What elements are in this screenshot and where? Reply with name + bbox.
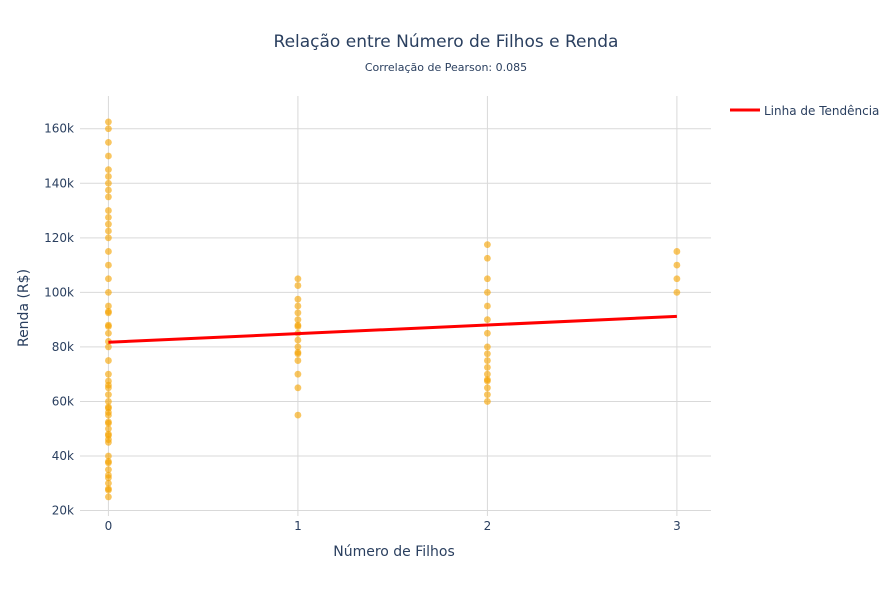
- data-point: [294, 357, 302, 364]
- data-point: [294, 275, 302, 283]
- data-point: [484, 398, 491, 405]
- data-point: [105, 166, 112, 174]
- data-point: [105, 343, 112, 351]
- data-point: [105, 288, 112, 296]
- data-point: [484, 302, 491, 310]
- chart-subtitle: Correlação de Pearson: 0.085: [365, 61, 527, 74]
- data-point: [294, 316, 302, 324]
- data-point: [294, 321, 302, 329]
- data-point: [105, 207, 112, 214]
- data-point: [294, 282, 302, 289]
- data-point: [105, 321, 112, 329]
- x-tick-label: 3: [673, 519, 681, 533]
- y-tick-label: 100k: [44, 285, 74, 299]
- data-point: [484, 316, 491, 324]
- data-point: [294, 302, 302, 310]
- y-tick-label: 80k: [52, 340, 74, 354]
- data-point: [484, 254, 491, 262]
- data-point: [105, 213, 112, 221]
- y-tick-label: 160k: [44, 122, 74, 136]
- data-point: [105, 302, 112, 310]
- data-point: [484, 288, 491, 296]
- data-point: [484, 350, 491, 358]
- data-point: [105, 118, 112, 126]
- trend-line: [108, 314, 677, 344]
- data-point: [105, 403, 112, 411]
- data-point: [484, 343, 491, 351]
- x-tick-label: 0: [105, 519, 113, 533]
- y-tick-label: 60k: [52, 394, 74, 408]
- data-point: [673, 261, 681, 269]
- data-point: [294, 348, 302, 356]
- data-point: [105, 430, 112, 438]
- data-point: [484, 241, 491, 249]
- data-point: [105, 458, 112, 465]
- data-point: [105, 138, 112, 146]
- data-point: [484, 357, 491, 364]
- data-point: [673, 248, 681, 255]
- data-point: [105, 357, 112, 364]
- chart-title: Relação entre Número de Filhos e Renda: [274, 32, 619, 52]
- data-point: [105, 261, 112, 269]
- tick-labels: 20k 40k 60k 80k 100k 120k 140k 160k 0 1 2 3: [44, 122, 681, 533]
- data-point: [484, 391, 491, 399]
- data-point: [105, 398, 112, 405]
- legend-label-trend: Linha de Tendência: [764, 104, 879, 118]
- data-point: [105, 220, 112, 228]
- data-point: [105, 479, 112, 487]
- data-point: [294, 309, 302, 317]
- data-point: [105, 485, 112, 493]
- data-point: [105, 377, 112, 385]
- data-point: [294, 370, 302, 378]
- data-point: [105, 179, 112, 187]
- data-point: [105, 391, 112, 399]
- data-point: [484, 363, 491, 371]
- data-point: [484, 376, 491, 384]
- data-point: [294, 336, 302, 344]
- data-point: [105, 173, 112, 180]
- data-point: [673, 288, 681, 296]
- y-tick-label: 20k: [52, 504, 74, 518]
- data-points: [105, 118, 681, 501]
- data-point: [105, 152, 112, 160]
- data-point: [105, 234, 112, 242]
- data-point: [105, 425, 112, 433]
- grid: [80, 96, 711, 516]
- x-tick-label: 1: [294, 519, 302, 533]
- data-point: [294, 343, 302, 351]
- data-point: [105, 275, 112, 283]
- data-point: [105, 370, 112, 378]
- data-point: [484, 370, 491, 378]
- data-point: [105, 193, 112, 201]
- data-point: [105, 466, 112, 474]
- x-tick-label: 2: [484, 519, 492, 533]
- data-point: [105, 125, 112, 133]
- data-point: [105, 186, 112, 194]
- data-point: [294, 411, 302, 419]
- legend[interactable]: Linha de Tendência: [730, 104, 879, 118]
- data-point: [105, 452, 112, 460]
- x-axis-title: Número de Filhos: [333, 544, 455, 560]
- y-tick-label: 120k: [44, 231, 74, 245]
- data-point: [484, 384, 491, 392]
- data-point: [105, 227, 112, 235]
- data-point: [294, 384, 302, 392]
- data-point: [105, 471, 112, 479]
- data-point: [484, 329, 491, 337]
- data-point: [105, 418, 112, 426]
- data-point: [105, 248, 112, 255]
- data-point: [484, 275, 491, 283]
- y-tick-label: 140k: [44, 176, 74, 190]
- data-point: [105, 329, 112, 337]
- y-tick-label: 40k: [52, 449, 74, 463]
- data-point: [294, 295, 302, 303]
- trend-line-group: [108, 314, 677, 344]
- y-axis-title: Renda (R$): [16, 269, 32, 347]
- data-point: [105, 308, 112, 315]
- data-point: [673, 275, 681, 283]
- data-point: [105, 493, 112, 501]
